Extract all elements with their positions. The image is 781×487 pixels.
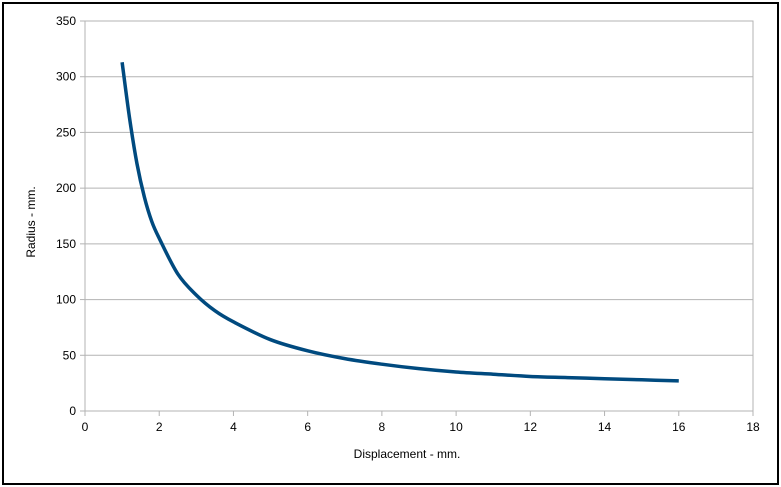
x-tick-label: 0 [82, 420, 89, 434]
x-tick-label: 10 [449, 420, 463, 434]
y-axis-ticks: 0 50 100 150 200 250 300 350 [56, 14, 85, 418]
x-tick-label: 8 [379, 420, 386, 434]
y-tick-label: 100 [56, 293, 76, 307]
x-axis-ticks: 0 2 4 6 8 10 12 14 16 18 [82, 411, 760, 434]
x-tick-label: 6 [304, 420, 311, 434]
x-tick-label: 14 [598, 420, 612, 434]
y-tick-label: 0 [69, 404, 76, 418]
x-tick-label: 18 [746, 420, 760, 434]
x-tick-label: 2 [156, 420, 163, 434]
y-tick-label: 200 [56, 181, 76, 195]
x-tick-label: 4 [230, 420, 237, 434]
plot-area [84, 20, 754, 412]
x-tick-label: 16 [672, 420, 686, 434]
x-tick-label: 12 [524, 420, 538, 434]
y-tick-label: 50 [63, 348, 77, 362]
y-tick-label: 350 [56, 14, 76, 28]
y-tick-label: 150 [56, 237, 76, 251]
y-axis-label: Radius - mm. [24, 186, 38, 257]
y-tick-label: 250 [56, 125, 76, 139]
x-axis-label: Displacement - mm. [354, 447, 461, 461]
series-line [120, 61, 679, 383]
grid-lines [85, 76, 753, 356]
y-tick-label: 300 [56, 70, 76, 84]
series-group [120, 61, 679, 383]
